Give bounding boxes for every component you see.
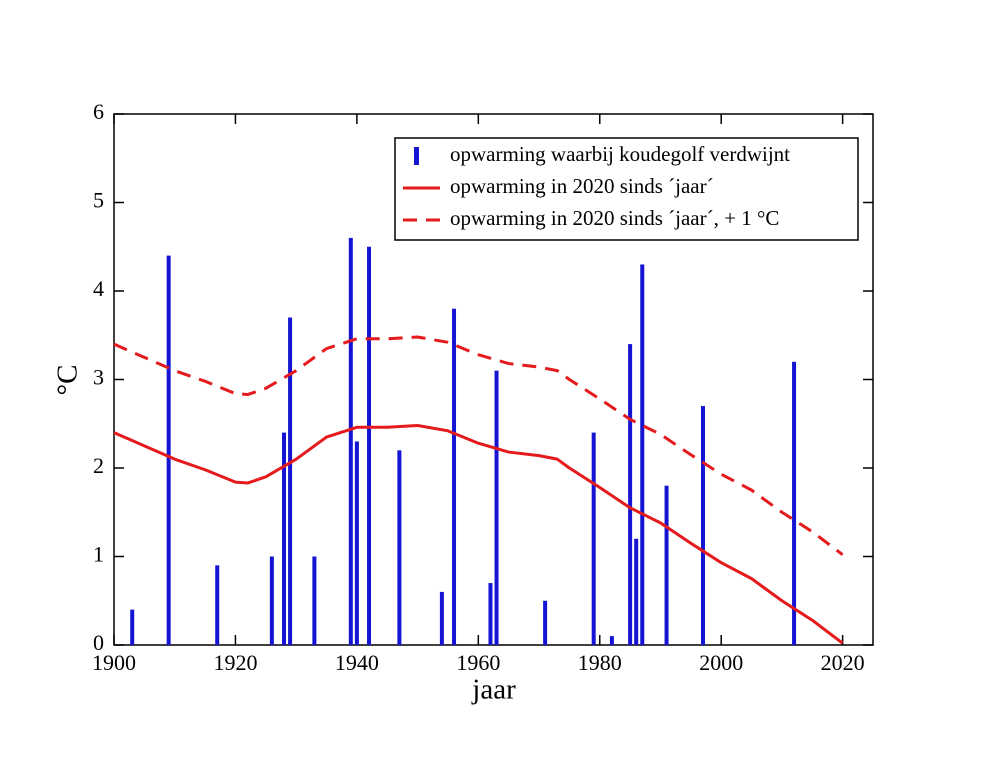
bar [130,609,135,645]
bar [700,406,705,645]
bar [348,237,353,645]
bar [488,583,493,645]
bar [591,432,596,645]
y-tick-label: 1 [93,542,104,567]
bar [397,450,402,645]
line [113,335,844,556]
legend-label: opwarming in 2020 sinds ´jaar´, + 1 °C [450,206,779,230]
line [113,424,844,645]
bar [452,308,457,645]
bar [282,432,287,645]
bar [792,361,797,645]
y-tick-label: 0 [93,630,104,655]
bar [543,600,548,645]
legend-symbol [414,147,419,165]
bar [664,485,669,645]
x-axis-label: jaar [471,674,516,706]
legend-label: opwarming waarbij koudegolf verdwijnt [450,142,790,166]
bar [628,344,633,645]
bar [166,255,171,645]
bar [354,441,359,645]
x-tick-label: 2000 [699,650,743,675]
x-tick-label: 1900 [92,650,136,675]
y-tick-label: 6 [93,99,104,124]
bar [312,556,317,645]
bar [269,556,274,645]
bar [609,636,614,645]
x-tick-label: 1920 [213,650,257,675]
bar [367,246,372,645]
bar [634,538,639,645]
x-tick-label: 1940 [335,650,379,675]
bar [215,565,220,645]
bar [439,591,444,645]
y-tick-label: 2 [93,453,104,478]
y-tick-label: 5 [93,188,104,213]
bar [494,370,499,645]
bar [640,264,645,645]
x-tick-label: 1960 [456,650,500,675]
bar [288,317,293,645]
y-axis-label: °C [52,365,84,396]
legend-box [394,137,859,241]
y-tick-label: 4 [93,276,104,301]
x-tick-label: 2020 [821,650,865,675]
x-tick-label: 1980 [578,650,622,675]
y-tick-label: 3 [93,365,104,390]
legend-label: opwarming in 2020 sinds ´jaar´ [450,174,714,198]
